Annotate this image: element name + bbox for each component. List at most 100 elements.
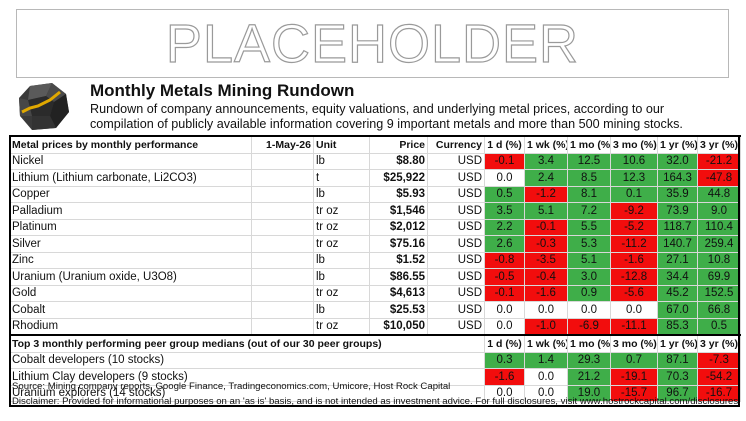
metal-name: Nickel — [9, 152, 252, 170]
perf-cell: -21.2 — [697, 152, 741, 170]
perf-cell: 19.0 — [567, 384, 611, 402]
perf-cell: -1.0 — [524, 317, 568, 336]
metal-unit: lb — [313, 152, 370, 170]
perf-cell: 0.0 — [524, 384, 568, 402]
perf-cell: 0.0 — [524, 368, 568, 386]
perf-cell: 1.4 — [524, 351, 568, 369]
metal-price: $2,012 — [369, 218, 428, 236]
peer-header-row: Top 3 monthly performing peer group medi… — [9, 334, 741, 353]
header-peer-col: 1 mo (%) — [567, 334, 611, 353]
metal-currency: USD — [427, 235, 485, 253]
perf-cell: -12.8 — [610, 268, 658, 286]
perf-cell: -0.3 — [524, 235, 568, 253]
header-yr1: 1 yr (%) — [657, 135, 698, 154]
perf-cell: -11.2 — [610, 235, 658, 253]
perf-cell: -47.8 — [697, 169, 741, 187]
perf-cell: 8.1 — [567, 185, 611, 203]
metals-header-row: Metal prices by monthly performance 1-May… — [9, 135, 741, 154]
disclaimer-note: Disclaimer: Provided for informational p… — [12, 396, 740, 407]
perf-cell: -0.1 — [484, 152, 525, 170]
table-row: Lithium (Lithium carbonate, Li2CO3) t $25,… — [9, 169, 741, 187]
header-date: 1-May-26 — [251, 135, 314, 154]
table-row: Uranium (Uranium oxide, U3O8) lb $86.55 USD… — [9, 268, 741, 286]
perf-cell: -1.6 — [524, 284, 568, 302]
metal-name: Copper — [9, 185, 252, 203]
placeholder-text: PLACEHOLDER — [165, 13, 580, 74]
metal-price: $1.52 — [369, 251, 428, 269]
perf-cell: -0.8 — [484, 251, 525, 269]
metal-name: Lithium (Lithium carbonate, Li2CO3) — [9, 169, 252, 187]
empty-cell — [251, 218, 314, 236]
metals-table: Metal prices by monthly performance 1-May… — [9, 135, 741, 402]
header-d1: 1 d (%) — [484, 135, 525, 154]
perf-cell: 164.3 — [657, 169, 698, 187]
empty-cell — [251, 185, 314, 203]
perf-cell: 0.7 — [610, 351, 658, 369]
perf-cell: -16.7 — [697, 384, 741, 402]
metal-name: Rhodium — [9, 317, 252, 336]
peer-group-name: Cobalt developers (10 stocks) — [9, 351, 485, 369]
perf-cell: 0.0 — [484, 301, 525, 319]
metal-unit: tr oz — [313, 235, 370, 253]
empty-cell — [251, 251, 314, 269]
metal-name: Platinum — [9, 218, 252, 236]
perf-cell: 3.5 — [484, 202, 525, 220]
perf-cell: -11.1 — [610, 317, 658, 336]
empty-cell — [251, 284, 314, 302]
metal-price: $1,546 — [369, 202, 428, 220]
perf-cell: 110.4 — [697, 218, 741, 236]
metal-unit: tr oz — [313, 317, 370, 336]
perf-cell: 0.0 — [610, 301, 658, 319]
metal-price: $86.55 — [369, 268, 428, 286]
table-row: Cobalt lb $25.53 USD 0.0 0.0 0.0 0.0 67.0 66.8 — [9, 301, 741, 319]
metal-name: Cobalt — [9, 301, 252, 319]
metal-currency: USD — [427, 268, 485, 286]
perf-cell: -0.1 — [524, 218, 568, 236]
table-row: Rhodium tr oz $10,050 USD 0.0 -1.0 -6.9 -11.1 85… — [9, 317, 741, 336]
metal-price: $4,613 — [369, 284, 428, 302]
header-metal-name: Metal prices by monthly performance — [9, 135, 252, 154]
perf-cell: -5.6 — [610, 284, 658, 302]
perf-cell: -1.6 — [610, 251, 658, 269]
empty-cell — [251, 301, 314, 319]
empty-cell — [251, 268, 314, 286]
perf-cell: 3.4 — [524, 152, 568, 170]
perf-cell: 87.1 — [657, 351, 698, 369]
table-row: Copper lb $5.93 USD 0.5 -1.2 8.1 0.1 35.9 44.8 — [9, 185, 741, 203]
perf-cell: -5.2 — [610, 218, 658, 236]
metal-unit: tr oz — [313, 284, 370, 302]
metal-unit: tr oz — [313, 202, 370, 220]
metal-currency: USD — [427, 301, 485, 319]
metal-name: Silver — [9, 235, 252, 253]
metal-unit: lb — [313, 301, 370, 319]
perf-cell: 0.5 — [484, 185, 525, 203]
perf-cell: 2.2 — [484, 218, 525, 236]
perf-cell: 118.7 — [657, 218, 698, 236]
perf-cell: 152.5 — [697, 284, 741, 302]
metal-unit: lb — [313, 268, 370, 286]
metal-currency: USD — [427, 152, 485, 170]
perf-cell: 5.5 — [567, 218, 611, 236]
metal-currency: USD — [427, 317, 485, 336]
header-mo3: 3 mo (%) — [610, 135, 658, 154]
perf-cell: 5.3 — [567, 235, 611, 253]
metal-price: $25,922 — [369, 169, 428, 187]
perf-cell: -0.1 — [484, 284, 525, 302]
header-mo1: 1 mo (%) — [567, 135, 611, 154]
metal-currency: USD — [427, 202, 485, 220]
table-row: Silver tr oz $75.16 USD 2.6 -0.3 5.3 -11.2 140.7… — [9, 235, 741, 253]
table-row: Uranium explorers (14 stocks) 0.0 0.0 19.0-… — [9, 384, 741, 402]
perf-cell: 12.5 — [567, 152, 611, 170]
perf-cell: 45.2 — [657, 284, 698, 302]
perf-cell: -9.2 — [610, 202, 658, 220]
perf-cell: 5.1 — [524, 202, 568, 220]
metal-name: Uranium (Uranium oxide, U3O8) — [9, 268, 252, 286]
perf-cell: 3.0 — [567, 268, 611, 286]
perf-cell: -19.1 — [610, 368, 658, 386]
perf-cell: 10.6 — [610, 152, 658, 170]
perf-cell: 35.9 — [657, 185, 698, 203]
perf-cell: 10.8 — [697, 251, 741, 269]
perf-cell: 66.8 — [697, 301, 741, 319]
header-peer-col: 1 d (%) — [484, 334, 525, 353]
metal-price: $5.93 — [369, 185, 428, 203]
